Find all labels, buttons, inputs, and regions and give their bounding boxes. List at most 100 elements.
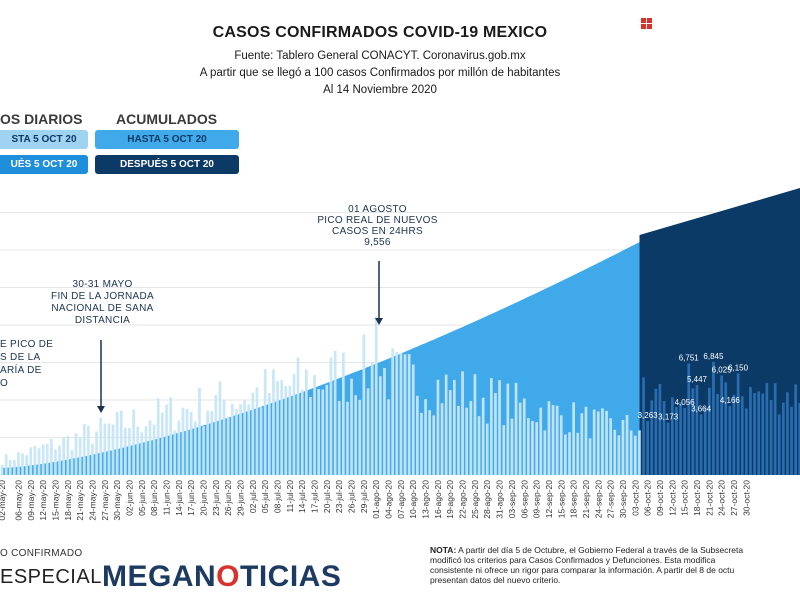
daily-bar (218, 381, 222, 475)
x-tick-label: 17-jul-20 (310, 480, 320, 513)
daily-bar (625, 415, 629, 475)
legend-cumulative-after: DESPUÉS 5 OCT 20 (95, 155, 239, 174)
x-tick-label: 04-ago-20 (384, 480, 394, 519)
daily-bar (321, 389, 325, 475)
daily-bar (62, 437, 65, 475)
daily-bar (296, 357, 300, 475)
daily-bar (50, 439, 53, 475)
daily-value-label: 3,664 (691, 404, 712, 413)
x-tick-label: 11-jul-20 (285, 480, 295, 513)
chart-source: Fuente: Tablero General CONACYT. Coronav… (234, 50, 526, 62)
daily-bar (712, 361, 715, 475)
daily-bar (576, 432, 580, 475)
daily-bar (732, 394, 736, 475)
x-tick-label: 13-ago-20 (421, 480, 431, 519)
chart-header: CASOS CONFIRMADOS COVID-19 MEXICO Fuente… (0, 0, 800, 110)
daily-bar (358, 399, 362, 475)
x-tick-label: 03-sep-20 (507, 480, 517, 519)
daily-bar (411, 364, 415, 475)
x-tick-label: 24-may-20 (87, 480, 97, 521)
daily-bar (592, 409, 596, 475)
annotation-peak-line: PICO REAL DE NUEVOS (317, 215, 438, 226)
daily-bar (461, 371, 464, 475)
daily-bar (708, 387, 711, 475)
daily-bar (596, 411, 600, 475)
daily-bar (66, 435, 70, 475)
daily-value-label: 6,845 (703, 352, 724, 361)
daily-bar (679, 402, 682, 475)
daily-bar (374, 317, 378, 475)
daily-bar (745, 408, 748, 475)
daily-value-label: 4,056 (675, 398, 696, 407)
daily-bar (633, 435, 637, 475)
daily-bar (782, 402, 785, 475)
daily-bar (124, 427, 127, 475)
annotation-left-line: ARÍA DE (0, 365, 42, 376)
x-tick-label: 12-may-20 (38, 480, 48, 521)
daily-bar (103, 423, 107, 475)
x-tick-label: 22-ago-20 (458, 480, 468, 519)
daily-bar (444, 374, 448, 475)
x-tick-label: 21-may-20 (75, 480, 85, 521)
daily-bar (407, 354, 411, 475)
x-tick-label: 26-jun-20 (223, 480, 233, 516)
daily-bar (346, 401, 349, 475)
daily-bar (662, 401, 666, 475)
daily-bar (547, 401, 551, 475)
daily-bar (383, 368, 386, 475)
x-tick-label: 18-sep-20 (569, 480, 579, 519)
x-tick-label: 09-may-20 (26, 480, 36, 521)
x-tick-label: 28-ago-20 (482, 480, 492, 519)
daily-bar (235, 409, 238, 475)
annotation-peak: 01 AGOSTO PICO REAL DE NUEVOS CASOS EN 2… (290, 204, 465, 248)
daily-bar (144, 426, 148, 475)
note-line: A partir del día 5 de Octubre, el Gobier… (456, 545, 744, 555)
annotation-peak-value: 9,556 (364, 237, 391, 248)
daily-bar (695, 385, 699, 475)
x-tick-label: 02-may-20 (0, 480, 7, 521)
daily-bar (193, 421, 197, 475)
daily-bar (588, 438, 592, 475)
daily-bar (148, 420, 152, 475)
annotation-peak-line: 01 AGOSTO (348, 204, 407, 215)
daily-bar (288, 385, 292, 475)
may-arrow-head (97, 406, 105, 413)
annotation-left-line: O (0, 378, 9, 389)
daily-bar (309, 397, 312, 475)
x-tick-label: 29-jun-20 (236, 480, 246, 516)
daily-bar (777, 414, 781, 475)
daily-bar (448, 390, 452, 475)
x-tick-label: 31-ago-20 (495, 480, 505, 519)
x-tick-label: 21-oct-20 (704, 480, 714, 516)
daily-bar (136, 426, 140, 475)
x-tick-label: 09-sep-20 (532, 480, 542, 519)
x-tick-label: 26-jul-20 (347, 480, 357, 513)
daily-bar (687, 363, 691, 475)
daily-bar (78, 437, 82, 475)
x-tick-label: 23-jul-20 (334, 480, 344, 513)
daily-bar (564, 434, 567, 475)
daily-bar (255, 387, 259, 475)
daily-bar (757, 391, 760, 475)
x-tick-label: 05-jun-20 (137, 480, 147, 516)
x-tick-label: 15-may-20 (50, 480, 60, 521)
daily-bar (436, 379, 440, 475)
daily-bar (342, 352, 345, 475)
x-tick-label: 07-ago-20 (396, 480, 406, 519)
note-line: modificó los criterios para Casos Confir… (430, 555, 716, 565)
daily-bar (609, 418, 612, 475)
daily-bar (683, 408, 686, 475)
brand-especial: ESPECIAL (0, 566, 102, 588)
x-tick-label: 08-jul-20 (273, 480, 283, 513)
daily-bar (699, 414, 703, 475)
daily-bar (716, 394, 719, 475)
daily-value-label: 3,263 (638, 411, 659, 420)
daily-bar (457, 406, 460, 475)
x-tick-label: 27-sep-20 (606, 480, 616, 519)
daily-bar (502, 425, 506, 475)
daily-bar (629, 430, 633, 475)
daily-bar (453, 379, 456, 475)
covid-chart: 3,263 3,173 4,056 6,751 5,447 3,664 6,845 6,025… (0, 188, 800, 545)
daily-bar (313, 375, 316, 475)
daily-bar (37, 448, 41, 475)
